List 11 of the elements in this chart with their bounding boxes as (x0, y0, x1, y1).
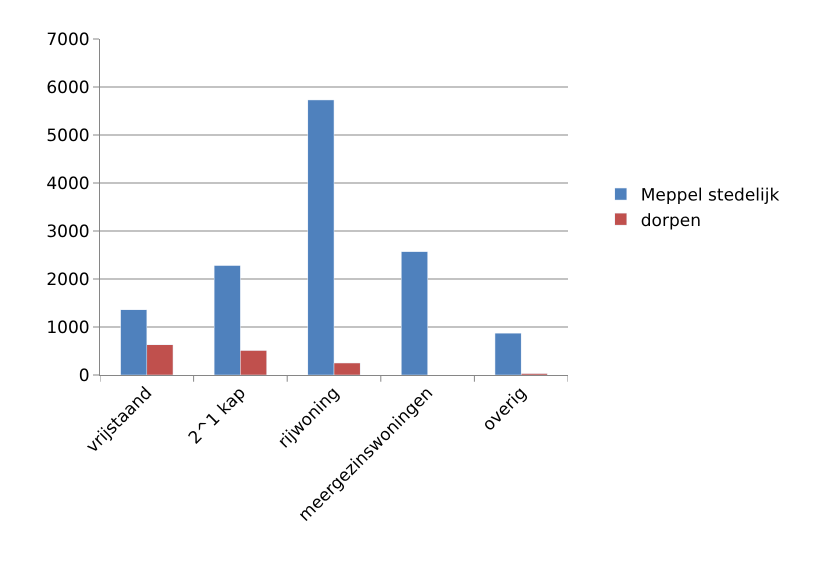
y-tick-label: 5000 (46, 126, 90, 146)
bar (401, 251, 428, 375)
y-tick-label: 0 (78, 366, 90, 386)
y-tick-label: 3000 (46, 222, 90, 242)
y-tick-label: 7000 (46, 30, 90, 50)
y-tick-label: 1000 (46, 318, 90, 338)
legend-label: Meppel stedelijk (640, 186, 780, 206)
y-tick-label: 2000 (46, 270, 90, 290)
y-tick-label: 6000 (46, 78, 90, 98)
y-tick-label: 4000 (46, 174, 90, 194)
legend-label: dorpen (640, 210, 701, 231)
